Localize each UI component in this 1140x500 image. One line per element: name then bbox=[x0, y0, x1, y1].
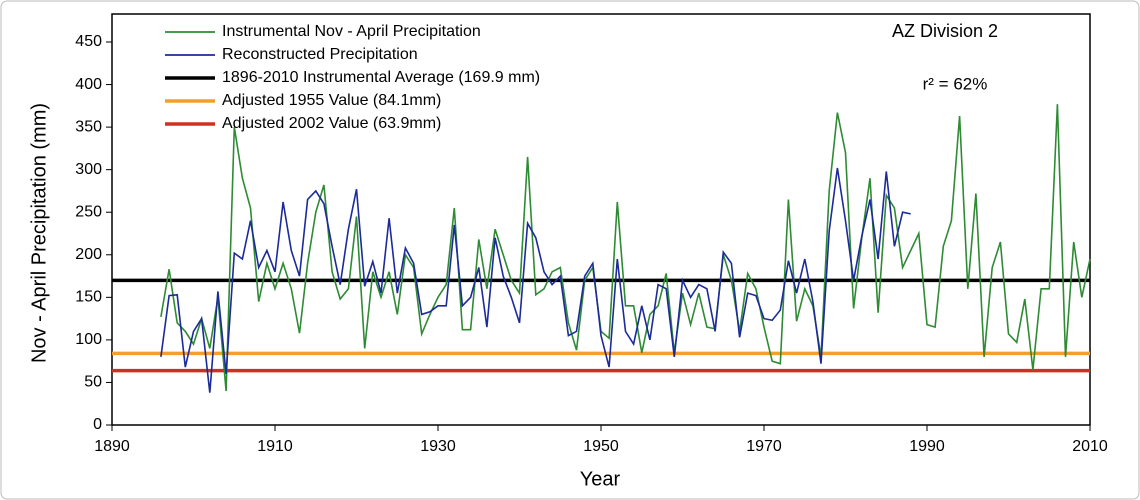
y-tick-label: 300 bbox=[75, 161, 102, 178]
legend-label: Reconstructed Precipitation bbox=[222, 46, 418, 63]
y-axis-label: Nov - April Precipitation (mm) bbox=[28, 103, 50, 363]
x-tick-label: 1950 bbox=[583, 438, 619, 455]
annotation: r² = 62% bbox=[923, 74, 988, 93]
x-tick-label: 1970 bbox=[746, 438, 782, 455]
y-tick-label: 400 bbox=[75, 76, 102, 93]
y-tick-label: 250 bbox=[75, 203, 102, 220]
legend-label: Instrumental Nov - April Precipitation bbox=[222, 23, 481, 40]
series-line bbox=[160, 167, 911, 393]
legend-label: 1896-2010 Instrumental Average (169.9 mm… bbox=[222, 69, 540, 86]
legend-label: Adjusted 1955 Value (84.1mm) bbox=[222, 92, 441, 109]
x-tick-label: 2010 bbox=[1072, 438, 1108, 455]
y-tick-label: 0 bbox=[93, 416, 102, 433]
legend-label: Adjusted 2002 Value (63.9mm) bbox=[222, 115, 441, 132]
y-tick-label: 100 bbox=[75, 331, 102, 348]
y-tick-label: 350 bbox=[75, 118, 102, 135]
x-tick-label: 1990 bbox=[909, 438, 945, 455]
x-tick-label: 1890 bbox=[94, 438, 130, 455]
y-tick-label: 200 bbox=[75, 246, 102, 263]
y-tick-label: 450 bbox=[75, 33, 102, 50]
x-axis-label: Year bbox=[580, 468, 621, 490]
y-tick-label: 150 bbox=[75, 289, 102, 306]
x-tick-label: 1930 bbox=[420, 438, 456, 455]
x-tick-label: 1910 bbox=[257, 438, 293, 455]
annotation: AZ Division 2 bbox=[892, 21, 998, 41]
y-tick-label: 50 bbox=[84, 374, 102, 391]
series-line bbox=[160, 104, 1091, 392]
